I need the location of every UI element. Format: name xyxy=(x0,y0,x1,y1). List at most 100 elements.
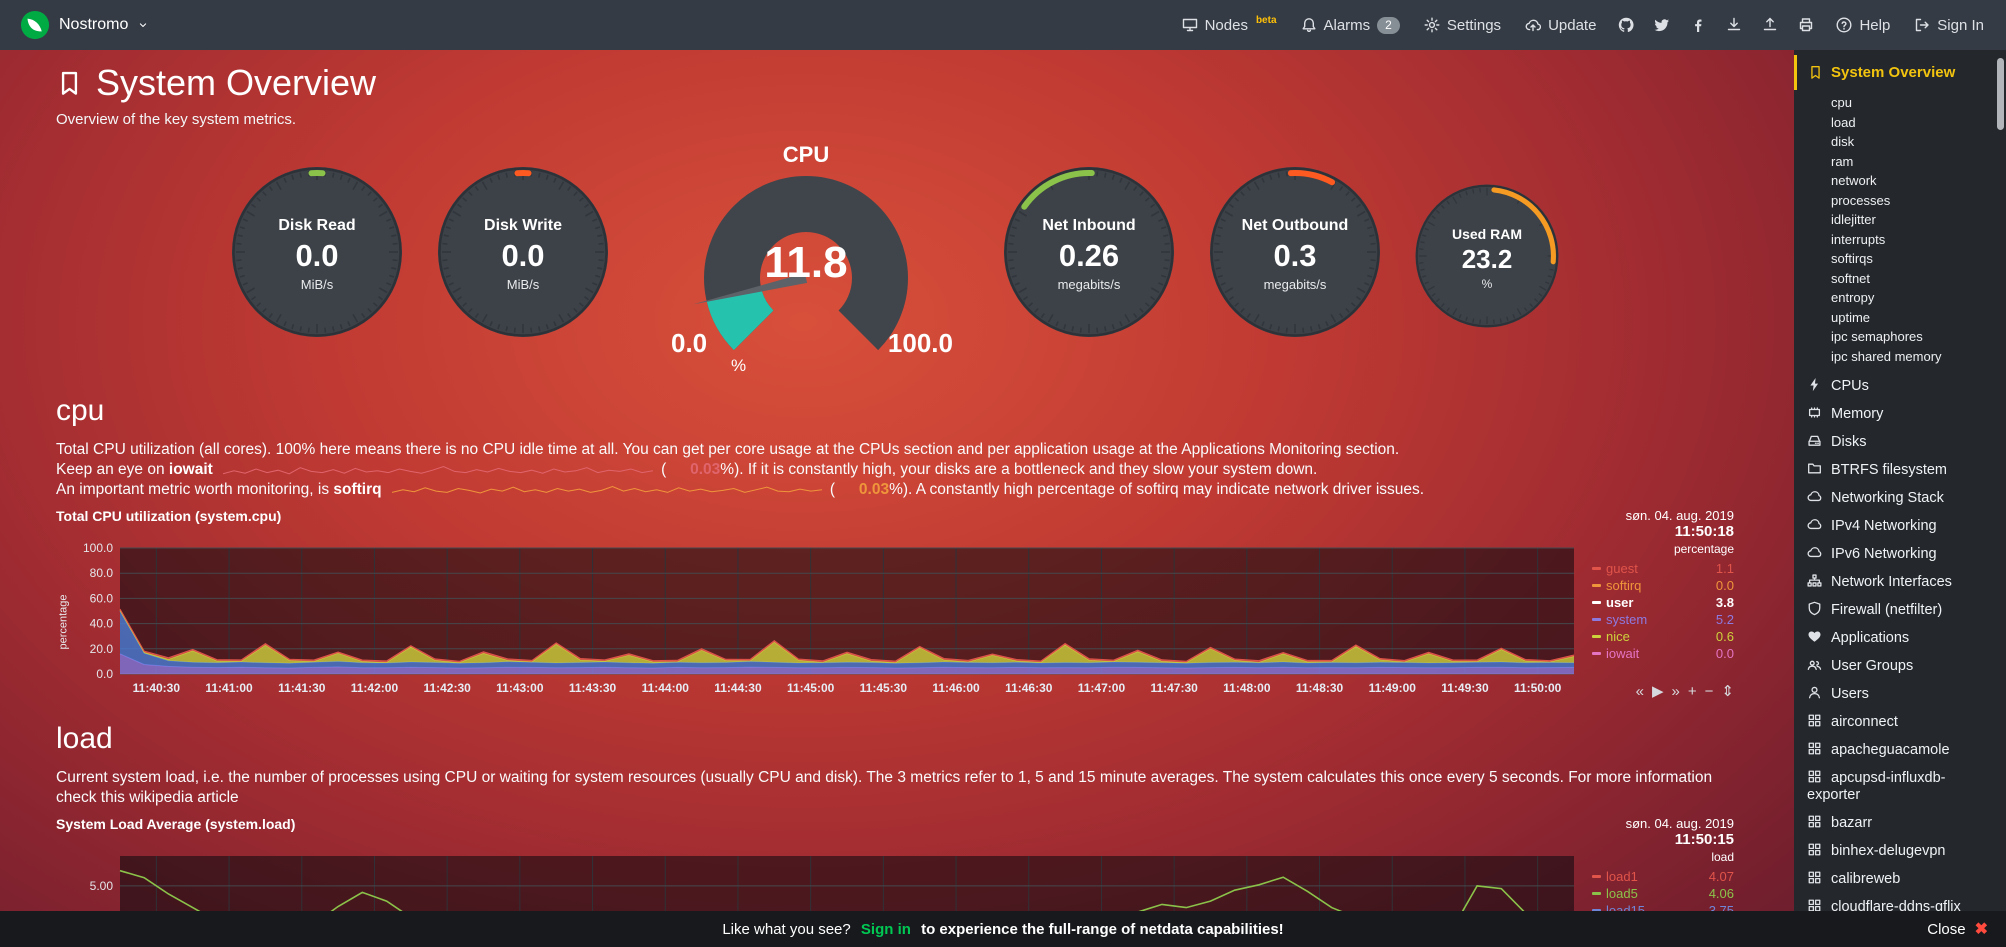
footer-close-button[interactable]: Close ✖ xyxy=(1927,919,1988,939)
sidebar-item-applications[interactable]: Applications xyxy=(1794,624,2006,652)
sidebar-scrollbar[interactable] xyxy=(1997,58,2004,130)
sidebar-item-apcupsd-influxdb-exporter[interactable]: apcupsd-influxdb-exporter xyxy=(1807,770,1946,803)
sidebar-subitem-network[interactable]: network xyxy=(1831,173,1877,188)
navbtn-twitter[interactable] xyxy=(1644,0,1680,50)
nav-sign-in-label: Sign In xyxy=(1937,16,1984,34)
nav-nodes[interactable]: Nodes beta xyxy=(1170,0,1289,50)
navbtn-import-snapshot[interactable] xyxy=(1716,0,1752,50)
bell-icon xyxy=(1301,17,1317,33)
legend-iowait[interactable]: iowait 0.0 xyxy=(1592,645,1734,662)
load-description: Current system load, i.e. the number of … xyxy=(56,769,1713,806)
sidebar[interactable]: System Overview cpu load disk ram network proc… xyxy=(1794,50,2006,947)
legend-softirq[interactable]: softirq 0.0 xyxy=(1592,577,1734,594)
sidebar-item-networking-stack[interactable]: Networking Stack xyxy=(1794,484,2006,512)
cpu-chart-box: Total CPU utilization (system.cpu) søn. 0… xyxy=(56,508,1734,702)
nav-settings[interactable]: Settings xyxy=(1412,0,1513,50)
upload-icon xyxy=(1762,17,1778,33)
cloud-icon xyxy=(1807,545,1822,560)
legend-system[interactable]: system 5.2 xyxy=(1592,611,1734,628)
chart-control-zoom-in[interactable]: + xyxy=(1687,683,1697,700)
sidebar-item-airconnect[interactable]: airconnect xyxy=(1794,708,2006,736)
gauge-disk-read[interactable]: Disk Read 0.0 MiB/s xyxy=(229,164,405,340)
legend-swatch xyxy=(1592,584,1601,587)
footer-signin-link[interactable]: Sign in xyxy=(860,920,911,938)
gauge-used-ram[interactable]: Used RAM 23.2% xyxy=(1413,182,1561,330)
navbtn-export-snapshot[interactable] xyxy=(1752,0,1788,50)
gauge-cpu[interactable]: CPU 11.8 0.0 100.0% xyxy=(641,142,971,375)
svg-text:11:42:00: 11:42:00 xyxy=(351,681,399,695)
gauge-net-outbound[interactable]: Net Outbound 0.3 megabits/s xyxy=(1207,164,1383,340)
sidebar-subitem-ipc-shared-memory[interactable]: ipc shared memory xyxy=(1831,348,1942,364)
legend-load1[interactable]: load1 4.07 xyxy=(1592,868,1734,885)
nav-alarms-label: Alarms xyxy=(1323,16,1371,34)
sidebar-item-cpus[interactable]: CPUs xyxy=(1794,372,2006,400)
sidebar-subitem-uptime[interactable]: uptime xyxy=(1831,309,1871,325)
sidebar-subitem-idlejitter[interactable]: idlejitter xyxy=(1831,212,1876,227)
sidebar-item-ipv4-networking[interactable]: IPv4 Networking xyxy=(1794,512,2006,540)
sidebar-item-user-groups[interactable]: User Groups xyxy=(1794,652,2006,680)
sidebar-subitem-ram[interactable]: ram xyxy=(1831,153,1854,169)
sidebar-subitem-interrupts[interactable]: interrupts xyxy=(1831,231,1886,247)
chart-time: 11:50:18 xyxy=(1674,523,1734,540)
sidebar-subitem-cpu[interactable]: cpu xyxy=(1831,95,1852,110)
gauge-net-inbound[interactable]: Net Inbound 0.26 megabits/s xyxy=(1001,164,1177,340)
legend-swatch xyxy=(1592,875,1601,878)
sidebar-subitem-load[interactable]: load xyxy=(1831,114,1856,130)
sidebar-item-system-overview[interactable]: System Overview xyxy=(1794,55,2006,90)
sidebar-item-bazarr[interactable]: bazarr xyxy=(1794,809,2006,837)
legend-nice[interactable]: nice 0.6 xyxy=(1592,628,1734,645)
sidebar-item-calibreweb[interactable]: calibreweb xyxy=(1794,865,2006,893)
legend-swatch xyxy=(1592,567,1601,570)
nav-settings-label: Settings xyxy=(1446,16,1502,34)
cpu-chart: Total CPU utilization (system.cpu) søn. 0… xyxy=(56,508,1734,702)
legend-guest[interactable]: guest 1.1 xyxy=(1592,560,1734,577)
legend-header: percentage xyxy=(1673,542,1734,556)
softirq-sparkline[interactable] xyxy=(391,482,822,497)
nav-help[interactable]: Help xyxy=(1824,0,1902,50)
navbtn-facebook[interactable] xyxy=(1680,0,1716,50)
sidebar-subitem-softirqs[interactable]: softirqs xyxy=(1831,251,1873,266)
sidebar-item-binhex-delugevpn[interactable]: binhex-delugevpn xyxy=(1794,837,2006,865)
sitemap-icon xyxy=(1807,573,1822,588)
navbtn-github[interactable] xyxy=(1608,0,1644,50)
chart-control-pan-forward[interactable]: » xyxy=(1671,683,1680,700)
chart-control-pan-backward[interactable]: « xyxy=(1635,683,1644,700)
node-selector[interactable]: Nostromo xyxy=(10,0,159,50)
sidebar-subitem-processes[interactable]: processes xyxy=(1831,192,1891,208)
navbtn-print[interactable] xyxy=(1788,0,1824,50)
sidebar-subitem-ipc-semaphores[interactable]: ipc semaphores xyxy=(1831,329,1923,344)
alarms-count-badge: 2 xyxy=(1377,16,1400,34)
legend-load5[interactable]: load5 4.06 xyxy=(1592,885,1734,902)
sidebar-item-users[interactable]: Users xyxy=(1794,680,2006,708)
sidebar-item-btrfs-filesystem[interactable]: BTRFS filesystem xyxy=(1794,456,2006,484)
cubes-icon xyxy=(1807,814,1822,829)
legend-swatch xyxy=(1592,618,1601,621)
gauge-unit: megabits/s xyxy=(1057,276,1121,292)
svg-text:11:49:00: 11:49:00 xyxy=(1369,681,1417,695)
nav-alarms[interactable]: Alarms 2 xyxy=(1289,0,1412,50)
sidebar-item-firewall-netfilter[interactable]: Firewall (netfilter) xyxy=(1794,596,2006,624)
sidebar-item-apacheguacamole[interactable]: apacheguacamole xyxy=(1794,736,2006,764)
softirq-value: 0.03 xyxy=(858,481,890,498)
nav-sign-in[interactable]: Sign In xyxy=(1902,0,1996,50)
sidebar-item-network-interfaces[interactable]: Network Interfaces xyxy=(1794,568,2006,596)
cpu-plot-area[interactable]: 11:40:30 11:41:00 11:41:30 11:42:00 11:42:30… xyxy=(72,542,1582,702)
sidebar-item-memory[interactable]: Memory xyxy=(1794,400,2006,428)
nav-update[interactable]: Update xyxy=(1513,0,1608,50)
legend-user[interactable]: user 3.8 xyxy=(1592,594,1734,611)
navbar: Nostromo Nodes beta Alarms 2 Settings Update … xyxy=(0,0,2006,50)
content[interactable]: System Overview Overview of the key syst… xyxy=(0,50,1794,947)
iowait-sparkline[interactable] xyxy=(222,462,653,477)
sidebar-subitem-disk[interactable]: disk xyxy=(1831,134,1855,149)
sidebar-subitem-softnet[interactable]: softnet xyxy=(1831,270,1871,286)
chart-control-play[interactable]: ▶ xyxy=(1652,683,1664,700)
sidebar-item-ipv6-networking[interactable]: IPv6 Networking xyxy=(1794,540,2006,568)
svg-text:11:45:30: 11:45:30 xyxy=(860,681,908,695)
sidebar-item-disks[interactable]: Disks xyxy=(1794,428,2006,456)
svg-text:11:44:00: 11:44:00 xyxy=(642,681,690,695)
gauge-value: 23.2 xyxy=(1461,244,1513,275)
chart-control-reset-zoom[interactable]: ⇕ xyxy=(1721,683,1734,700)
chart-control-zoom-out[interactable]: − xyxy=(1704,683,1714,700)
gauge-disk-write[interactable]: Disk Write 0.0 MiB/s xyxy=(435,164,611,340)
sidebar-subitem-entropy[interactable]: entropy xyxy=(1831,290,1875,305)
